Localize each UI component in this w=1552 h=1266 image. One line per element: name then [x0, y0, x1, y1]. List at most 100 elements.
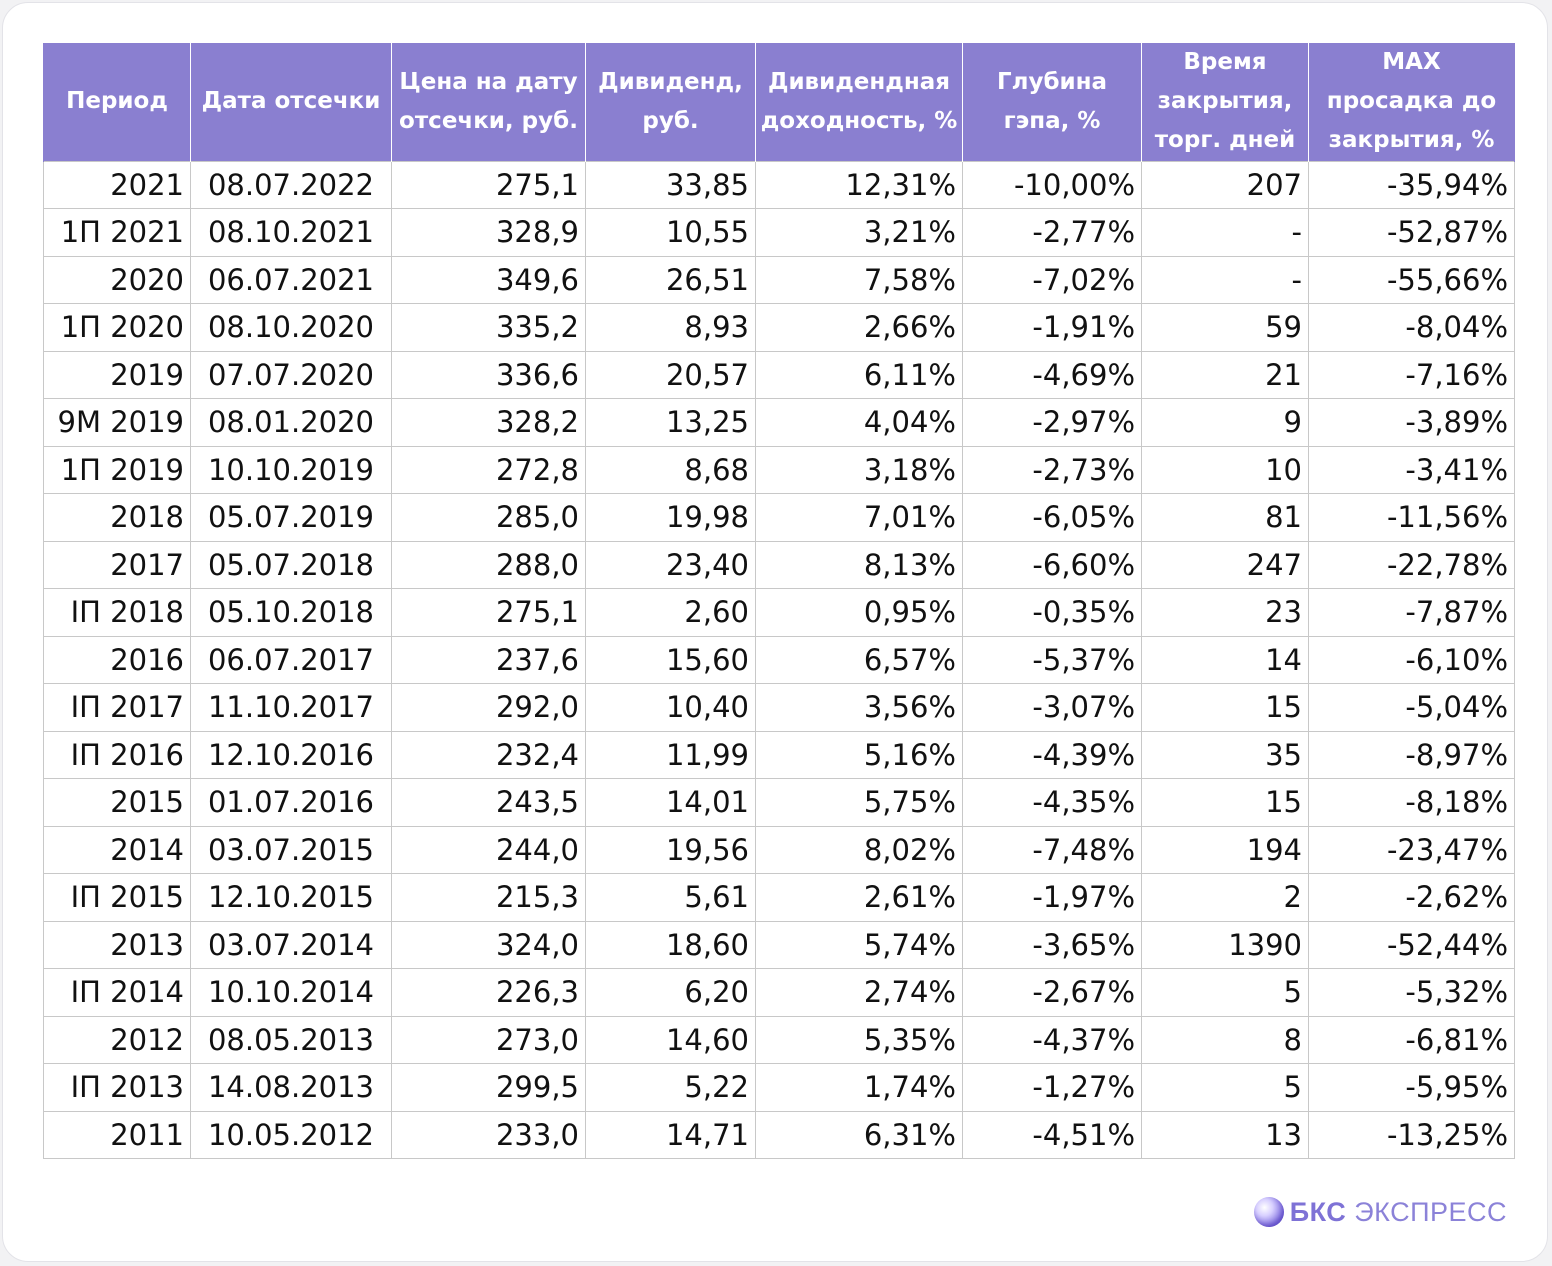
cell-gap-depth: -6,05%	[962, 493, 1142, 542]
cell-close-days: 21	[1141, 350, 1309, 399]
cell-max-drawdown: -11,56%	[1308, 493, 1515, 542]
cell-dividend: 5,22	[585, 1063, 756, 1112]
cell-max-drawdown: -23,47%	[1308, 825, 1515, 874]
cell-period: 2021	[43, 160, 191, 209]
cell-dividend: 20,57	[585, 350, 756, 399]
cell-price: 232,4	[391, 730, 586, 779]
cell-yield: 0,95%	[755, 588, 963, 637]
cell-close-days: 81	[1141, 493, 1309, 542]
cell-dividend: 8,93	[585, 303, 756, 352]
cell-gap-depth: -4,35%	[962, 778, 1142, 827]
cell-price: 273,0	[391, 1015, 586, 1064]
cell-price: 299,5	[391, 1063, 586, 1112]
cell-record-date: 14.08.2013	[190, 1063, 392, 1112]
cell-close-days: 207	[1141, 160, 1309, 209]
cell-period: 2019	[43, 350, 191, 399]
cell-max-drawdown: -3,89%	[1308, 398, 1515, 447]
cell-close-days: 8	[1141, 1015, 1309, 1064]
cell-gap-depth: -0,35%	[962, 588, 1142, 637]
cell-close-days: 35	[1141, 730, 1309, 779]
cell-period: 2016	[43, 635, 191, 684]
cell-dividend: 18,60	[585, 920, 756, 969]
cell-yield: 6,11%	[755, 350, 963, 399]
cell-period: 1П 2019	[43, 445, 191, 494]
cell-yield: 5,35%	[755, 1015, 963, 1064]
header-close-time: Время закрытия, торг. дней	[1141, 43, 1309, 161]
cell-yield: 3,18%	[755, 445, 963, 494]
cell-yield: 4,04%	[755, 398, 963, 447]
cell-price: 272,8	[391, 445, 586, 494]
cell-gap-depth: -10,00%	[962, 160, 1142, 209]
cell-close-days: -	[1141, 255, 1309, 304]
cell-yield: 2,61%	[755, 873, 963, 922]
cell-dividend: 2,60	[585, 588, 756, 637]
cell-max-drawdown: -7,87%	[1308, 588, 1515, 637]
brand-sphere-icon	[1253, 1197, 1284, 1227]
cell-period: 2013	[43, 920, 191, 969]
cell-yield: 8,02%	[755, 825, 963, 874]
cell-yield: 5,75%	[755, 778, 963, 827]
cell-close-days: 13	[1141, 1110, 1309, 1159]
cell-price: 336,6	[391, 350, 586, 399]
cell-period: 2011	[43, 1110, 191, 1159]
cell-record-date: 10.10.2014	[190, 968, 392, 1017]
cell-max-drawdown: -5,95%	[1308, 1063, 1515, 1112]
cell-gap-depth: -7,02%	[962, 255, 1142, 304]
cell-max-drawdown: -52,87%	[1308, 208, 1515, 257]
cell-yield: 2,74%	[755, 968, 963, 1017]
cell-gap-depth: -2,97%	[962, 398, 1142, 447]
cell-period: IП 2018	[43, 588, 191, 637]
header-gap-depth: Глубина гэпа, %	[962, 43, 1142, 161]
cell-period: 2020	[43, 255, 191, 304]
cell-gap-depth: -1,91%	[962, 303, 1142, 352]
table-row: 1П 2021 08.10.2021 328,9 10,55 3,21% -2,77% - -…	[43, 208, 1515, 257]
header-period: Период	[43, 43, 191, 161]
table-row: 2014 03.07.2015 244,0 19,56 8,02% -7,48% 194 -2…	[43, 825, 1515, 874]
cell-period: 1П 2020	[43, 303, 191, 352]
cell-yield: 7,01%	[755, 493, 963, 542]
cell-period: IП 2016	[43, 730, 191, 779]
cell-close-days: 10	[1141, 445, 1309, 494]
header-dividend: Дивиденд, руб.	[585, 43, 756, 161]
cell-gap-depth: -3,65%	[962, 920, 1142, 969]
cell-price: 349,6	[391, 255, 586, 304]
cell-max-drawdown: -7,16%	[1308, 350, 1515, 399]
cell-gap-depth: -4,51%	[962, 1110, 1142, 1159]
table-row: IП 2015 12.10.2015 215,3 5,61 2,61% -1,97% 2 -2…	[43, 873, 1515, 922]
table-row: IП 2018 05.10.2018 275,1 2,60 0,95% -0,35% 23-…	[43, 588, 1515, 637]
cell-period: IП 2014	[43, 968, 191, 1017]
cell-price: 288,0	[391, 540, 586, 589]
cell-close-days: 194	[1141, 825, 1309, 874]
table-row: 2021 08.07.2022 275,1 33,85 12,31% -10,00% 207…	[43, 160, 1515, 209]
header-record-date: Дата отсечки	[190, 43, 392, 161]
header-yield: Дивидендная доходность, %	[755, 43, 963, 161]
cell-price: 233,0	[391, 1110, 586, 1159]
cell-max-drawdown: -8,18%	[1308, 778, 1515, 827]
cell-record-date: 01.07.2016	[190, 778, 392, 827]
cell-dividend: 6,20	[585, 968, 756, 1017]
cell-record-date: 08.10.2020	[190, 303, 392, 352]
cell-gap-depth: -6,60%	[962, 540, 1142, 589]
cell-record-date: 07.07.2020	[190, 350, 392, 399]
cell-gap-depth: -2,73%	[962, 445, 1142, 494]
cell-max-drawdown: -2,62%	[1308, 873, 1515, 922]
cell-price: 285,0	[391, 493, 586, 542]
cell-max-drawdown: -5,04%	[1308, 683, 1515, 732]
cell-record-date: 12.10.2015	[190, 873, 392, 922]
table-row: 2017 05.07.2018 288,0 23,40 8,13% -6,60% 247 -2…	[43, 540, 1515, 589]
cell-close-days: 5	[1141, 1063, 1309, 1112]
cell-period: 2017	[43, 540, 191, 589]
table-row: IП 2014 10.10.2014 226,3 6,20 2,74% -2,67% 5 -5…	[43, 968, 1515, 1017]
cell-gap-depth: -4,37%	[962, 1015, 1142, 1064]
cell-yield: 3,56%	[755, 683, 963, 732]
brand-name: БКС ЭКСПРЕСС	[1290, 1197, 1507, 1228]
table-row: 2013 03.07.2014 324,0 18,60 5,74% -3,65% 1390-…	[43, 920, 1515, 969]
cell-record-date: 11.10.2017	[190, 683, 392, 732]
cell-dividend: 11,99	[585, 730, 756, 779]
cell-max-drawdown: -8,97%	[1308, 730, 1515, 779]
cell-max-drawdown: -8,04%	[1308, 303, 1515, 352]
cell-record-date: 10.10.2019	[190, 445, 392, 494]
table-row: IП 2017 11.10.2017 292,0 10,40 3,56% -3,07% 15…	[43, 683, 1515, 732]
cell-record-date: 03.07.2015	[190, 825, 392, 874]
